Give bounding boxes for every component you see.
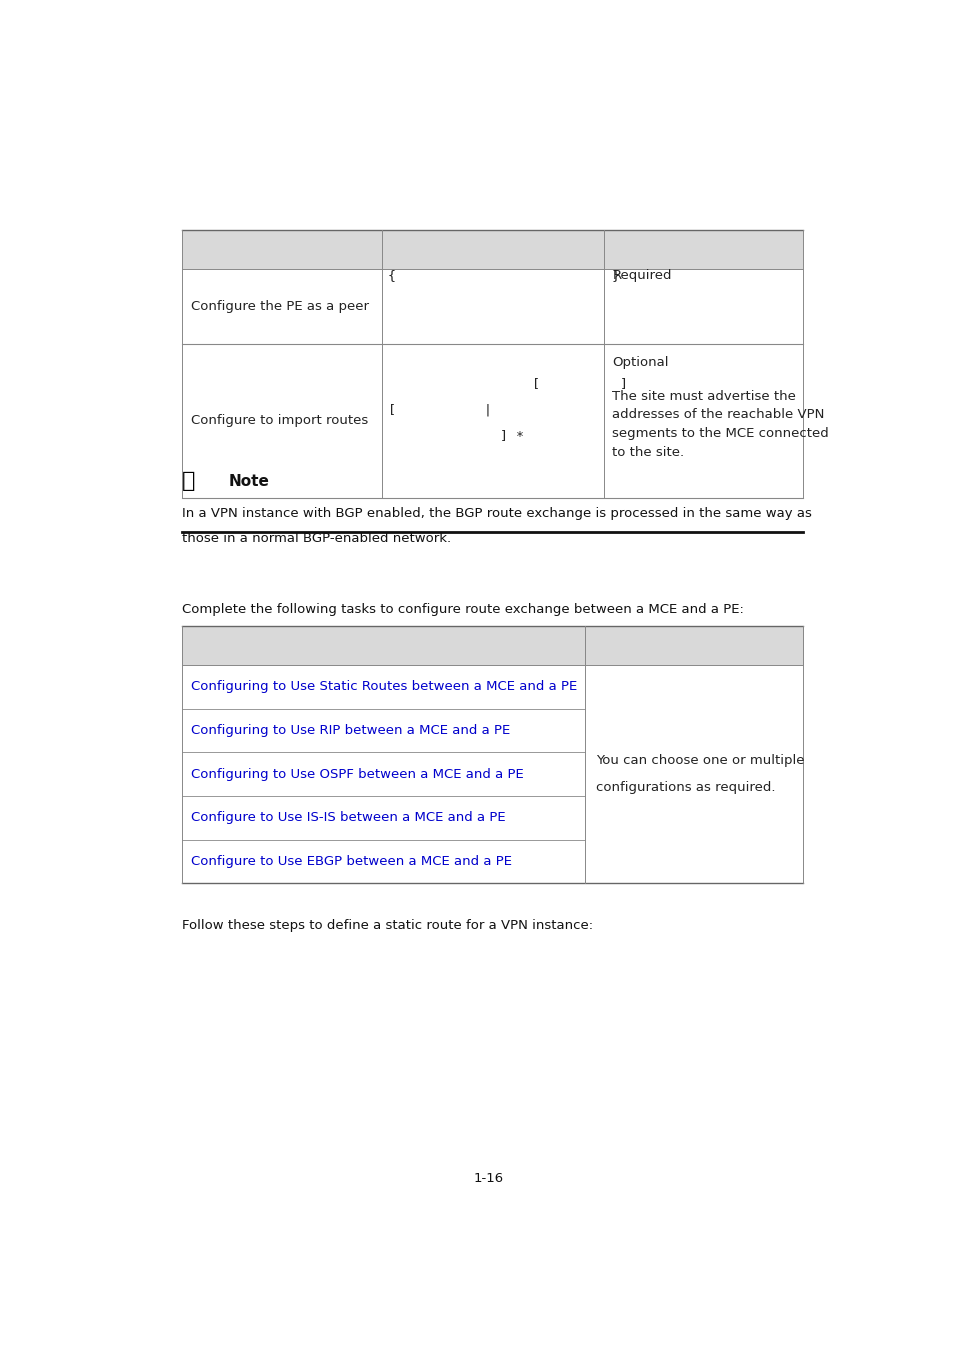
Text: configurations as required.: configurations as required. [596, 782, 775, 794]
Text: Configure the PE as a peer: Configure the PE as a peer [191, 300, 369, 313]
Text: [          ]: [ ] [387, 377, 627, 390]
Text: Configure to Use IS-IS between a MCE and a PE: Configure to Use IS-IS between a MCE and… [191, 811, 505, 825]
Text: Configuring to Use RIP between a MCE and a PE: Configuring to Use RIP between a MCE and… [191, 724, 510, 737]
Text: Optional: Optional [612, 356, 668, 370]
Text: Configuring to Use Static Routes between a MCE and a PE: Configuring to Use Static Routes between… [191, 680, 577, 694]
Text: Note: Note [229, 474, 270, 489]
Text: ] *: ] * [387, 429, 523, 443]
Text: You can choose one or multiple: You can choose one or multiple [596, 755, 803, 767]
Text: Configure to Use EBGP between a MCE and a PE: Configure to Use EBGP between a MCE and … [191, 855, 512, 868]
Text: Complete the following tasks to configure route exchange between a MCE and a PE:: Complete the following tasks to configur… [182, 602, 743, 616]
Bar [182, 230, 802, 269]
Text: In a VPN instance with BGP enabled, the BGP route exchange is processed in the s: In a VPN instance with BGP enabled, the … [182, 508, 811, 520]
Text: {                           }: { } [387, 269, 619, 282]
Text: Required: Required [612, 269, 671, 282]
Text: those in a normal BGP-enabled network.: those in a normal BGP-enabled network. [182, 532, 451, 545]
Text: 1-16: 1-16 [474, 1172, 503, 1185]
Text: [           |: [ | [387, 404, 491, 416]
Text: to the site.: to the site. [612, 446, 684, 459]
Text: The site must advertise the: The site must advertise the [612, 390, 796, 402]
Text: segments to the MCE connected: segments to the MCE connected [612, 427, 828, 440]
Text: 📝: 📝 [182, 471, 195, 491]
Text: addresses of the reachable VPN: addresses of the reachable VPN [612, 408, 824, 421]
Bar [182, 625, 802, 666]
Text: Configuring to Use OSPF between a MCE and a PE: Configuring to Use OSPF between a MCE an… [191, 768, 523, 780]
Text: Follow these steps to define a static route for a VPN instance:: Follow these steps to define a static ro… [182, 919, 593, 931]
Text: Configure to import routes: Configure to import routes [191, 414, 368, 428]
